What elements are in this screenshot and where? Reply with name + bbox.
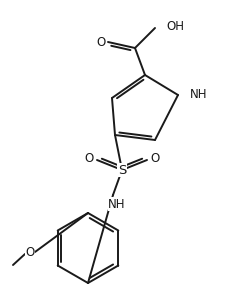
Text: O: O — [96, 35, 106, 49]
Text: NH: NH — [190, 88, 208, 100]
Text: NH: NH — [108, 197, 126, 211]
Text: O: O — [25, 245, 35, 259]
Text: O: O — [150, 152, 160, 166]
Text: O: O — [84, 152, 94, 166]
Text: OH: OH — [166, 20, 184, 32]
Text: S: S — [118, 164, 126, 176]
